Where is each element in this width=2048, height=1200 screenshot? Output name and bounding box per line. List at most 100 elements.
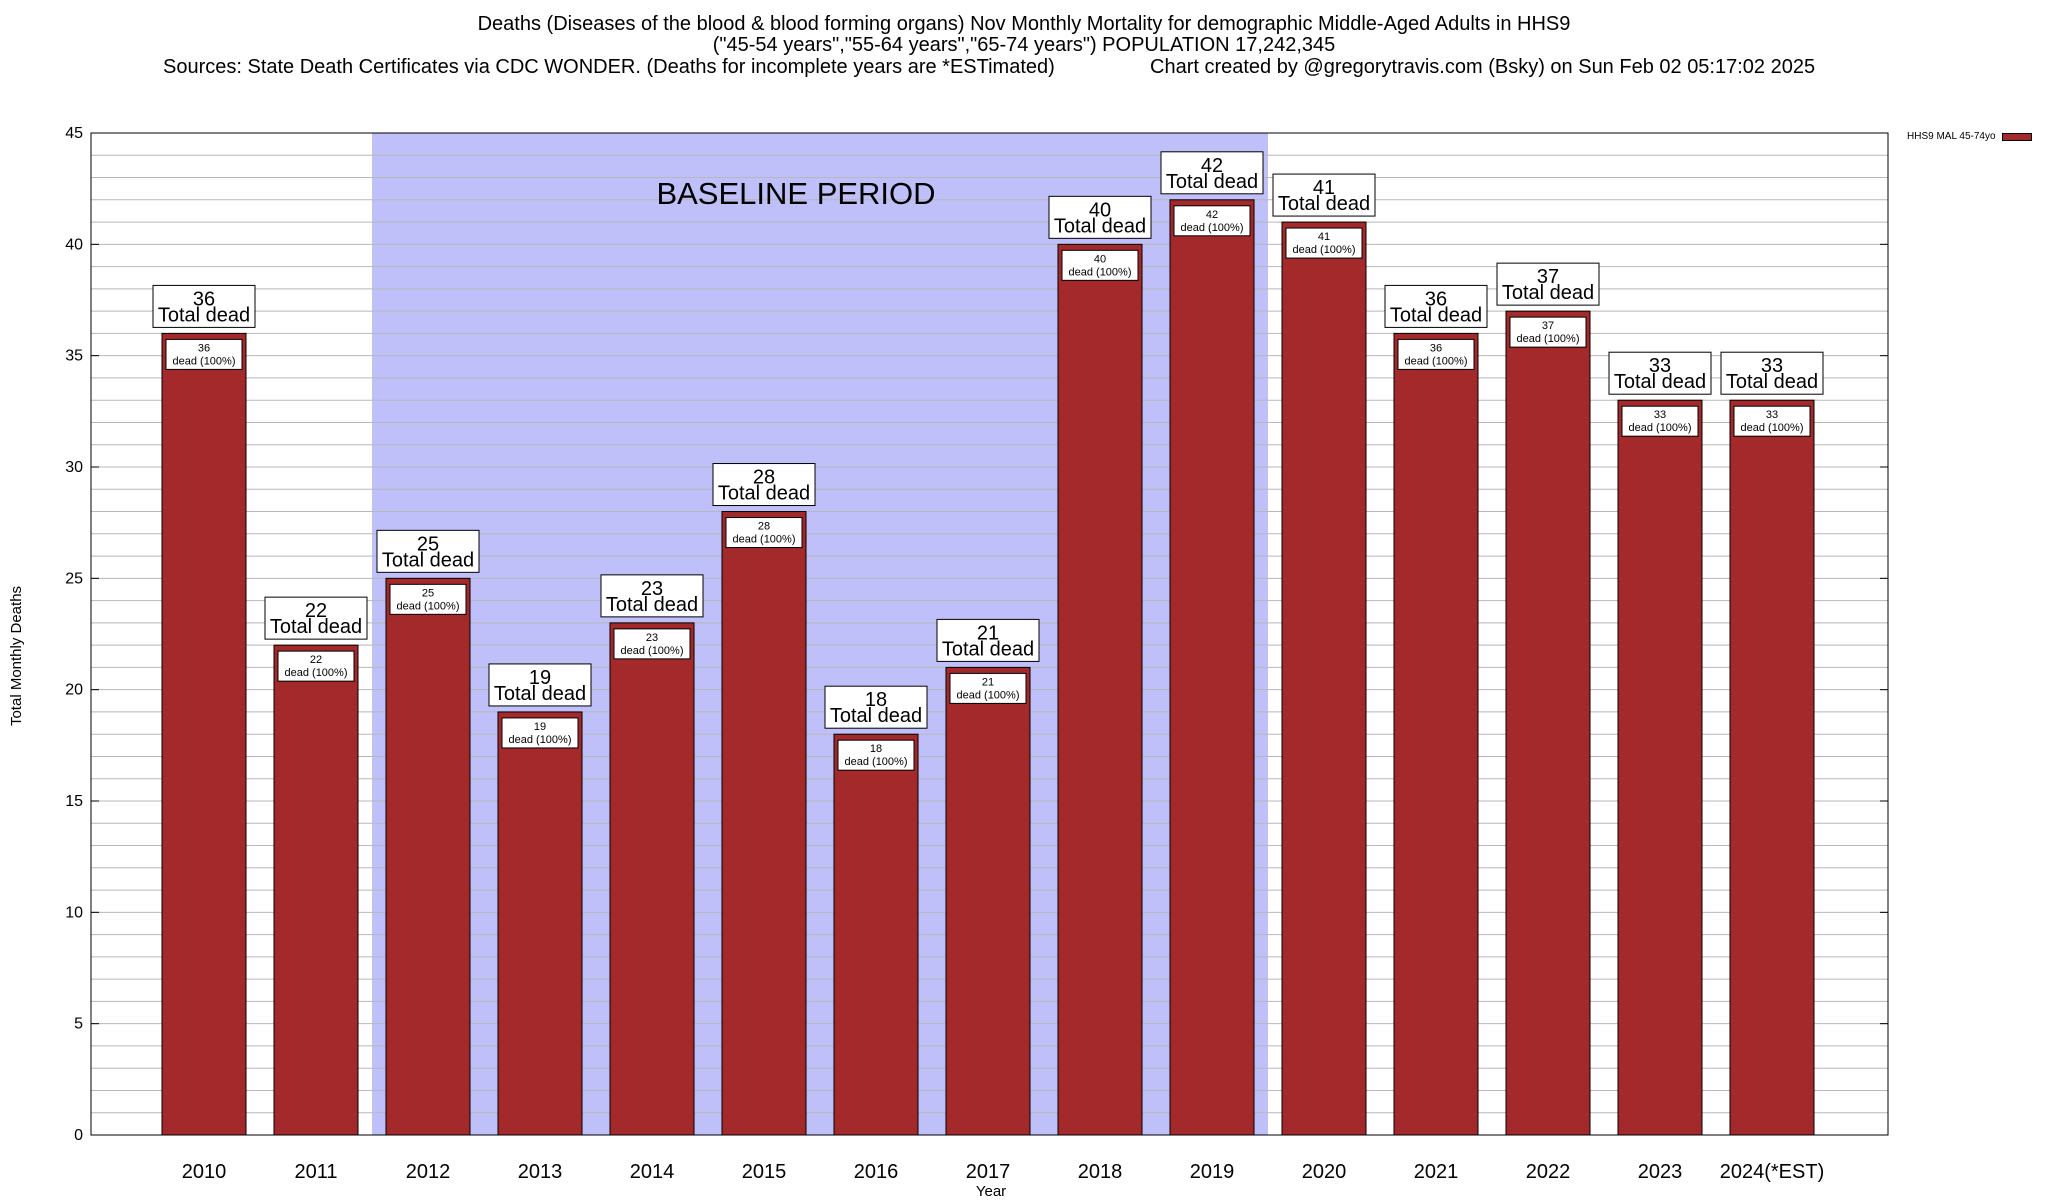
x-tick-label: 2023 <box>1638 1161 1683 1183</box>
x-tick-label: 2011 <box>294 1161 337 1183</box>
bar-top-label: Total dead <box>1502 282 1594 304</box>
x-axis-title: Year <box>976 1183 1006 1200</box>
bar <box>1505 310 1591 1136</box>
bar <box>273 644 359 1136</box>
bar-top-label: Total dead <box>830 705 922 727</box>
bar <box>1617 399 1703 1136</box>
bar-top-label-box <box>824 685 928 729</box>
bar-inner-label-box <box>613 628 691 660</box>
bar-inner-label: dead (100%) <box>285 667 348 679</box>
bar-top-value: 36 <box>1425 288 1447 310</box>
bar <box>721 511 807 1136</box>
legend-label: HHS9 MAL 45-74yo <box>1907 131 1996 142</box>
bar-top-label: Total dead <box>158 304 250 326</box>
x-tick-label: 2021 <box>1414 1161 1459 1183</box>
bar-top-value: 36 <box>193 288 215 310</box>
bar-inner-label-box <box>1621 405 1699 437</box>
bar-inner-label-box <box>165 338 243 370</box>
x-tick-label: 2024(*EST) <box>1720 1161 1825 1183</box>
chart-sources: Sources: State Death Certificates via CD… <box>163 56 1055 78</box>
bar-inner-label-box <box>1397 338 1475 370</box>
bar-top-value: 41 <box>1313 177 1335 199</box>
bar <box>385 577 471 1136</box>
bar-inner-value: 28 <box>758 521 770 533</box>
bar-top-label: Total dead <box>1278 193 1370 215</box>
bar-top-label-box <box>600 574 704 618</box>
bar-inner-label-box <box>725 517 803 549</box>
bar-inner-value: 40 <box>1094 253 1106 265</box>
y-tick-label: 20 <box>65 682 83 699</box>
bar-top-label-box <box>152 284 256 328</box>
y-tick-label: 35 <box>65 348 83 365</box>
bar-inner-value: 36 <box>1430 342 1442 354</box>
x-tick-label: 2019 <box>1190 1161 1235 1183</box>
bar-inner-label: dead (100%) <box>1741 422 1804 434</box>
bar-top-label-box <box>488 663 592 707</box>
bar-inner-label-box <box>1509 316 1587 348</box>
bar <box>833 733 919 1136</box>
x-tick-label: 2017 <box>966 1161 1011 1183</box>
bar-top-label-box <box>1048 195 1152 239</box>
bar-top-label-box <box>936 618 1040 662</box>
bar-top-label: Total dead <box>494 683 586 705</box>
bar-inner-label: dead (100%) <box>173 355 236 367</box>
bar-top-label: Total dead <box>606 594 698 616</box>
bar <box>1393 332 1479 1136</box>
x-tick-label: 2022 <box>1526 1161 1571 1183</box>
bar-inner-label: dead (100%) <box>1405 355 1468 367</box>
y-tick-label: 10 <box>65 904 83 921</box>
bar-inner-label: dead (100%) <box>1069 266 1132 278</box>
bar-top-label-box <box>1496 262 1600 306</box>
bar-top-label: Total dead <box>382 549 474 571</box>
bar-top-label-box <box>1608 351 1712 395</box>
bar-top-label: Total dead <box>1054 215 1146 237</box>
bar <box>609 622 695 1136</box>
bar-inner-label: dead (100%) <box>621 645 684 657</box>
bar-top-value: 23 <box>641 578 663 600</box>
bar-top-value: 33 <box>1649 355 1671 377</box>
y-tick-label: 30 <box>65 459 83 476</box>
bar-top-value: 37 <box>1537 266 1559 288</box>
bar-top-value: 42 <box>1201 155 1223 177</box>
bar-top-label: Total dead <box>1166 171 1258 193</box>
bar-inner-value: 37 <box>1542 320 1554 332</box>
bar-inner-value: 42 <box>1206 209 1218 221</box>
bar-inner-value: 33 <box>1766 409 1778 421</box>
bar-top-value: 25 <box>417 533 439 555</box>
bar <box>497 711 583 1136</box>
chart-legend: HHS9 MAL 45-74yo <box>1907 131 2032 142</box>
chart-title: Deaths (Diseases of the blood & blood fo… <box>0 14 2048 56</box>
bar-top-label: Total dead <box>1726 371 1818 393</box>
bar-top-label: Total dead <box>718 483 810 505</box>
y-tick-label: 45 <box>65 125 83 142</box>
bar-inner-label-box <box>501 717 579 749</box>
x-tick-label: 2020 <box>1302 1161 1347 1183</box>
bar-top-value: 18 <box>865 689 887 711</box>
bar <box>1281 221 1367 1136</box>
bar-inner-label-box <box>277 650 355 682</box>
chart-title-line-1: Deaths (Diseases of the blood & blood fo… <box>477 13 1571 35</box>
y-tick-label: 0 <box>74 1127 83 1144</box>
bar <box>161 332 247 1136</box>
bar-top-label-box <box>1720 351 1824 395</box>
bar-inner-label-box <box>949 672 1027 704</box>
bar-top-value: 19 <box>529 667 551 689</box>
bar-top-value: 40 <box>1089 199 1111 221</box>
bar <box>1057 243 1143 1136</box>
bar-inner-value: 41 <box>1318 231 1330 243</box>
bar-inner-label: dead (100%) <box>733 534 796 546</box>
bar-inner-label: dead (100%) <box>1181 222 1244 234</box>
bar-inner-value: 36 <box>198 342 210 354</box>
bar-inner-label: dead (100%) <box>1517 333 1580 345</box>
y-axis-title: Total Monthly Deaths <box>8 586 25 726</box>
x-tick-label: 2018 <box>1078 1161 1123 1183</box>
bar-inner-label-box <box>837 739 915 771</box>
chart-credit: Chart created by @gregorytravis.com (Bsk… <box>1150 56 1816 78</box>
bar-inner-label-box <box>1061 249 1139 281</box>
bar-top-label: Total dead <box>1614 371 1706 393</box>
bar-top-label: Total dead <box>270 616 362 638</box>
bar-inner-label: dead (100%) <box>1293 244 1356 256</box>
bar-inner-label: dead (100%) <box>1629 422 1692 434</box>
legend-swatch <box>2001 132 2032 141</box>
